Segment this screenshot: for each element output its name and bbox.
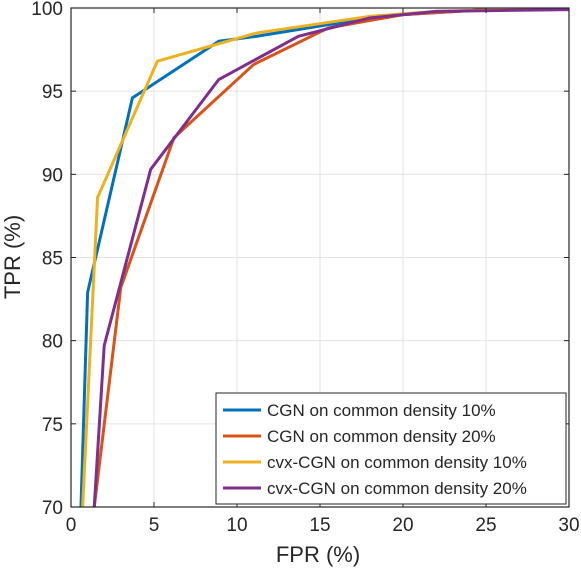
legend-label-4: cvx-CGN on common density 20% bbox=[267, 479, 527, 498]
y-tick-label: 80 bbox=[42, 332, 63, 353]
x-tick-label: 10 bbox=[226, 515, 247, 536]
x-tick-label: 15 bbox=[309, 515, 330, 536]
y-tick-label: 75 bbox=[42, 415, 63, 436]
y-tick-label: 85 bbox=[42, 249, 63, 270]
legend-label-3: cvx-CGN on common density 10% bbox=[267, 453, 527, 472]
x-tick-label: 5 bbox=[149, 515, 160, 536]
y-tick-label: 95 bbox=[42, 82, 63, 103]
legend-label-2: CGN on common density 20% bbox=[267, 427, 496, 446]
y-tick-label: 100 bbox=[31, 0, 63, 20]
axes bbox=[70, 7, 570, 508]
y-tick-label: 90 bbox=[42, 165, 63, 186]
x-tick-label: 30 bbox=[558, 515, 579, 536]
tick-labels: 0 5 10 15 20 25 30 70 75 80 85 90 95 100 bbox=[31, 0, 579, 536]
x-tick-label: 0 bbox=[66, 515, 77, 536]
series-line-4 bbox=[92, 8, 569, 507]
y-tick-label: 70 bbox=[42, 498, 63, 519]
x-tick-label: 20 bbox=[392, 515, 413, 536]
y-axis-label: TPR (%) bbox=[0, 215, 25, 299]
legend-label-1: CGN on common density 10% bbox=[267, 401, 496, 420]
legend-box bbox=[215, 392, 567, 505]
x-axis-label: FPR (%) bbox=[276, 542, 360, 567]
series-lines bbox=[79, 8, 569, 507]
legend: CGN on common density 10% CGN on common d… bbox=[215, 392, 567, 505]
x-tick-label: 25 bbox=[475, 515, 496, 536]
